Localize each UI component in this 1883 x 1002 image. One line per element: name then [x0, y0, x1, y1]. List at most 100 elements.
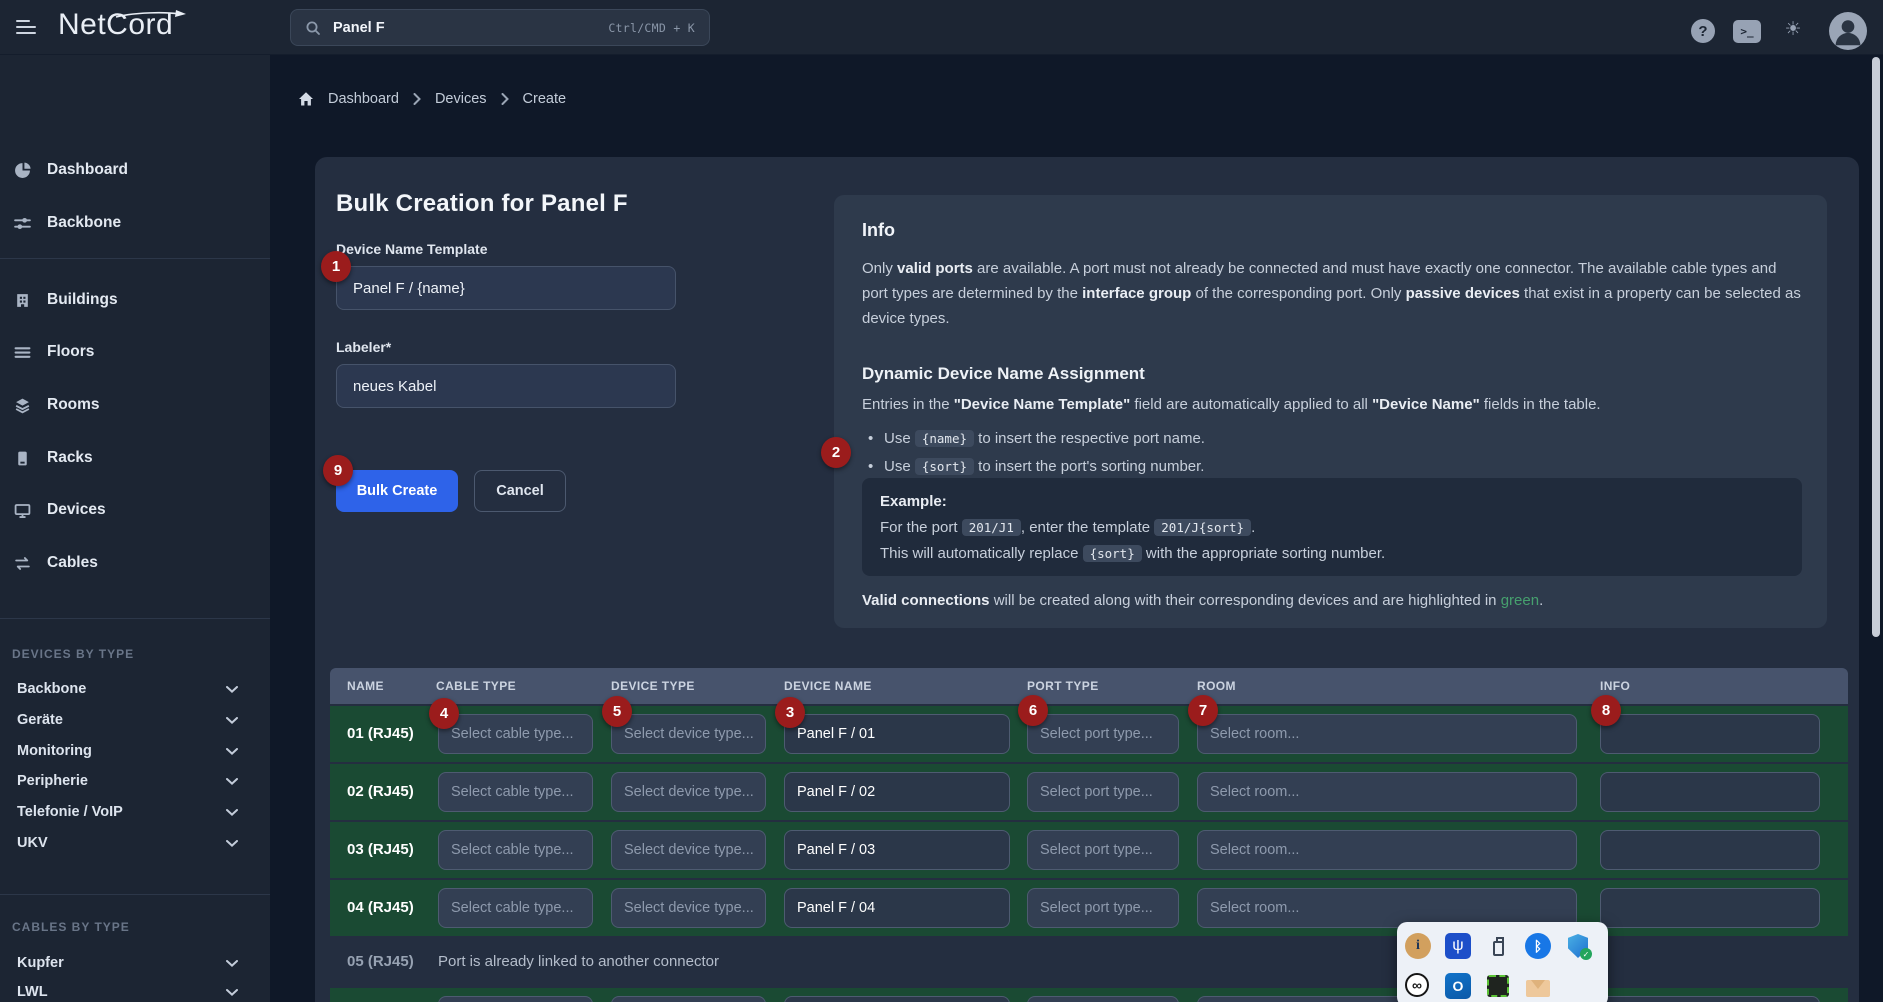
annotation-badge-3: 3 — [775, 697, 805, 728]
port-type-select[interactable]: Select port type... — [1027, 772, 1179, 812]
device-type-select[interactable]: Select device type... — [611, 772, 766, 812]
security-shield-icon[interactable]: ✓ — [1565, 933, 1592, 960]
sidebar-item-cable-kupfer[interactable]: Kupfer — [0, 953, 270, 975]
chevron-down-icon — [226, 989, 238, 996]
sidebar-item-racks[interactable]: Racks — [0, 446, 270, 470]
room-select[interactable]: Select room... — [1197, 714, 1577, 754]
room-select[interactable]: Select room... — [1197, 830, 1577, 870]
sidebar-item-dashboard[interactable]: Dashboard — [0, 158, 270, 182]
info-input[interactable] — [1600, 772, 1820, 812]
code-chip: {name} — [914, 430, 974, 447]
sidebar-item-type-ukv[interactable]: UKV — [0, 833, 270, 855]
creative-cloud-icon[interactable]: ∞ — [1405, 973, 1429, 997]
device-name-template-value: Panel F / {name} — [353, 279, 465, 297]
cable-type-select[interactable]: Select cable type... — [438, 830, 593, 870]
page-title: Bulk Creation for Panel F — [336, 190, 628, 217]
sidebar-label: Floors — [47, 343, 95, 360]
breadcrumb-devices[interactable]: Devices — [434, 91, 487, 107]
mail-icon[interactable] — [1525, 973, 1551, 999]
device-name-input[interactable] — [784, 996, 1010, 1002]
entries-line: Entries in the "Device Name Template" fi… — [862, 396, 1601, 413]
sidebar-item-devices[interactable]: Devices — [0, 498, 270, 522]
cable-type-select[interactable]: Select cable type... — [438, 772, 593, 812]
sidebar-label: Dashboard — [47, 161, 128, 178]
device-type-select[interactable]: Select device type... — [611, 714, 766, 754]
cable-type-select[interactable]: Select cable type... — [438, 888, 593, 928]
port-name: 02 (RJ45) — [347, 783, 414, 800]
port-type-select[interactable]: Select port type... — [1027, 888, 1179, 928]
device-name-input[interactable]: Panel F / 04 — [784, 888, 1010, 928]
turtle-info-icon[interactable]: i — [1405, 933, 1431, 959]
sidebar-item-floors[interactable]: Floors — [0, 340, 270, 364]
chevron-down-icon — [226, 809, 238, 816]
table-header: NAME CABLE TYPE DEVICE TYPE DEVICE NAME … — [330, 668, 1848, 704]
vertical-scrollbar[interactable] — [1872, 57, 1880, 637]
logo-arrow-icon — [115, 10, 186, 18]
bulk-create-button[interactable]: Bulk Create — [336, 470, 458, 512]
antenna-icon[interactable]: ψ — [1445, 933, 1471, 959]
sidebar-item-backbone[interactable]: Backbone — [0, 211, 270, 235]
device-type-select[interactable] — [611, 996, 766, 1002]
cancel-button[interactable]: Cancel — [474, 470, 566, 512]
sidebar-divider — [0, 618, 270, 619]
theme-toggle-button[interactable]: ☀ — [1781, 17, 1805, 41]
sidebar-item-type-peripherie[interactable]: Peripherie — [0, 771, 270, 793]
bluetooth-glyph: ᛒ — [1533, 938, 1543, 954]
help-button[interactable]: ? — [1691, 19, 1715, 43]
table-row-02: 02 (RJ45) Select cable type... Select de… — [330, 764, 1848, 820]
screenshot-tool-icon[interactable] — [1485, 973, 1511, 999]
sidebar-item-type-geraete[interactable]: Geräte — [0, 710, 270, 732]
port-name: 01 (RJ45) — [347, 725, 414, 742]
chevron-right-icon — [413, 93, 421, 105]
device-type-select[interactable]: Select device type... — [611, 888, 766, 928]
breadcrumb-dashboard[interactable]: Dashboard — [328, 91, 399, 107]
device-name-input[interactable]: Panel F / 01 — [784, 714, 1010, 754]
breadcrumb-create[interactable]: Create — [522, 91, 567, 107]
sidebar-item-buildings[interactable]: Buildings — [0, 288, 270, 312]
device-name-template-input[interactable]: Panel F / {name} — [336, 266, 676, 310]
sidebar-item-type-telefonie[interactable]: Telefonie / VoIP — [0, 802, 270, 824]
room-select[interactable]: Select room... — [1197, 888, 1577, 928]
placeholder-text: Select device type... — [624, 900, 754, 916]
info-input[interactable] — [1600, 996, 1820, 1002]
col-name: NAME — [347, 679, 384, 693]
table-row-03: 03 (RJ45) Select cable type... Select de… — [330, 822, 1848, 878]
search-input[interactable]: Panel F Ctrl/CMD + K — [290, 9, 710, 46]
bluetooth-icon[interactable]: ᛒ — [1525, 933, 1551, 959]
hamburger-menu-icon[interactable] — [16, 20, 36, 35]
search-value: Panel F — [333, 19, 385, 36]
system-tray-popup: i ψ ᛒ ✓ ∞ O — [1397, 922, 1608, 1002]
sidebar-item-cables[interactable]: Cables — [0, 551, 270, 575]
cable-type-select[interactable] — [438, 996, 593, 1002]
user-avatar-button[interactable] — [1829, 12, 1867, 50]
device-name-value: Panel F / 02 — [797, 784, 876, 800]
port-type-select[interactable]: Select port type... — [1027, 714, 1179, 754]
sidebar-label: Telefonie / VoIP — [17, 804, 123, 820]
info-input[interactable] — [1600, 830, 1820, 870]
code-chip: {sort} — [1082, 545, 1142, 562]
usb-drive-icon[interactable] — [1485, 933, 1511, 959]
sidebar-item-type-backbone[interactable]: Backbone — [0, 679, 270, 701]
outlook-icon[interactable]: O — [1445, 973, 1471, 999]
example-box: Example: For the port 201/J1, enter the … — [862, 478, 1802, 576]
info-input[interactable] — [1600, 888, 1820, 928]
device-name-input[interactable]: Panel F / 03 — [784, 830, 1010, 870]
sidebar-item-rooms[interactable]: Rooms — [0, 393, 270, 417]
port-type-select[interactable]: Select port type... — [1027, 830, 1179, 870]
cable-type-select[interactable]: Select cable type... — [438, 714, 593, 754]
sidebar-label: Racks — [47, 449, 93, 466]
sidebar-item-type-monitoring[interactable]: Monitoring — [0, 741, 270, 763]
device-type-select[interactable]: Select device type... — [611, 830, 766, 870]
port-type-select[interactable] — [1027, 996, 1179, 1002]
sidebar-item-cable-lwl[interactable]: LWL — [0, 982, 270, 1002]
labeler-input[interactable]: neues Kabel — [336, 364, 676, 408]
room-select[interactable]: Select room... — [1197, 772, 1577, 812]
home-icon[interactable] — [298, 91, 314, 107]
terminal-button[interactable]: >_ — [1733, 20, 1761, 43]
placeholder-text: Select port type... — [1040, 900, 1153, 916]
placeholder-text: Select device type... — [624, 842, 754, 858]
placeholder-text: Select room... — [1210, 842, 1300, 858]
placeholder-text: Select cable type... — [451, 784, 574, 800]
device-name-input[interactable]: Panel F / 02 — [784, 772, 1010, 812]
info-input[interactable] — [1600, 714, 1820, 754]
